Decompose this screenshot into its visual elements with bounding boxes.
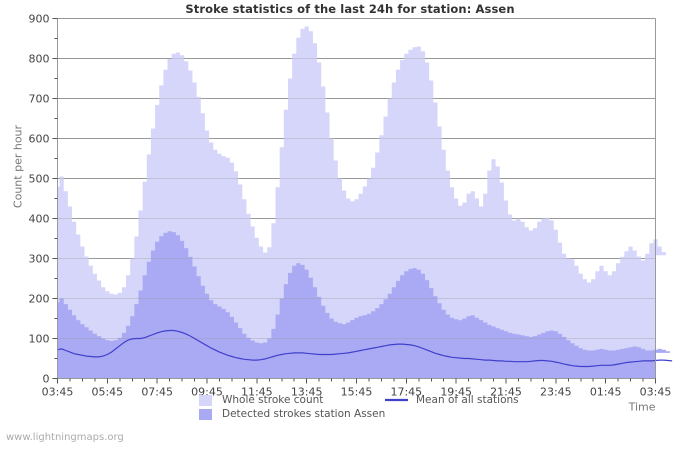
y-axis-ticks: 0 100 200 300 400 500 600 700 800 900 (29, 13, 58, 386)
area-whole-stroke-count (57, 26, 666, 379)
legend-swatch-detected-strokes (199, 409, 212, 420)
legend-label-whole-stroke-count: Whole stroke count (222, 394, 323, 406)
chart-title: Stroke statistics of the last 24h for st… (185, 2, 515, 16)
svg-text:11:45: 11:45 (241, 386, 273, 399)
svg-text:700: 700 (29, 93, 50, 106)
svg-text:19:45: 19:45 (440, 386, 472, 399)
legend-label-mean-of-all-stations: Mean of all stations (416, 394, 519, 406)
svg-text:300: 300 (29, 253, 50, 266)
svg-text:03:45: 03:45 (640, 386, 672, 399)
legend-label-detected-strokes: Detected strokes station Assen (222, 408, 385, 420)
x-axis-ticks: 03:45 05:45 07:45 09:45 11:45 13:45 15:45 17:45… (42, 378, 672, 414)
grid-lines-overlay (57, 18, 673, 368)
series-layer (57, 26, 671, 379)
area-detected-strokes (57, 231, 671, 379)
line-mean-of-all-stations (57, 329, 673, 368)
svg-text:17:45: 17:45 (390, 386, 422, 399)
svg-text:01:45: 01:45 (590, 386, 622, 399)
svg-text:900: 900 (29, 13, 50, 26)
svg-text:100: 100 (29, 333, 50, 346)
svg-text:15:45: 15:45 (341, 386, 373, 399)
svg-text:05:45: 05:45 (91, 386, 123, 399)
svg-text:13:45: 13:45 (291, 386, 323, 399)
svg-text:23:45: 23:45 (540, 386, 572, 399)
footer-url: www.lightningmaps.org (6, 432, 124, 443)
svg-text:500: 500 (29, 173, 50, 186)
svg-text:21:45: 21:45 (490, 386, 522, 399)
legend-swatch-whole-stroke-count (199, 395, 212, 406)
svg-text:200: 200 (29, 293, 50, 306)
svg-text:03:45: 03:45 (42, 386, 74, 399)
svg-text:0: 0 (43, 373, 50, 386)
svg-text:Time: Time (628, 401, 656, 414)
svg-text:400: 400 (29, 213, 50, 226)
chart-legend: Whole stroke count Detected strokes stati… (199, 394, 519, 420)
svg-text:07:45: 07:45 (141, 386, 173, 399)
svg-text:800: 800 (29, 53, 50, 66)
svg-text:600: 600 (29, 133, 50, 146)
